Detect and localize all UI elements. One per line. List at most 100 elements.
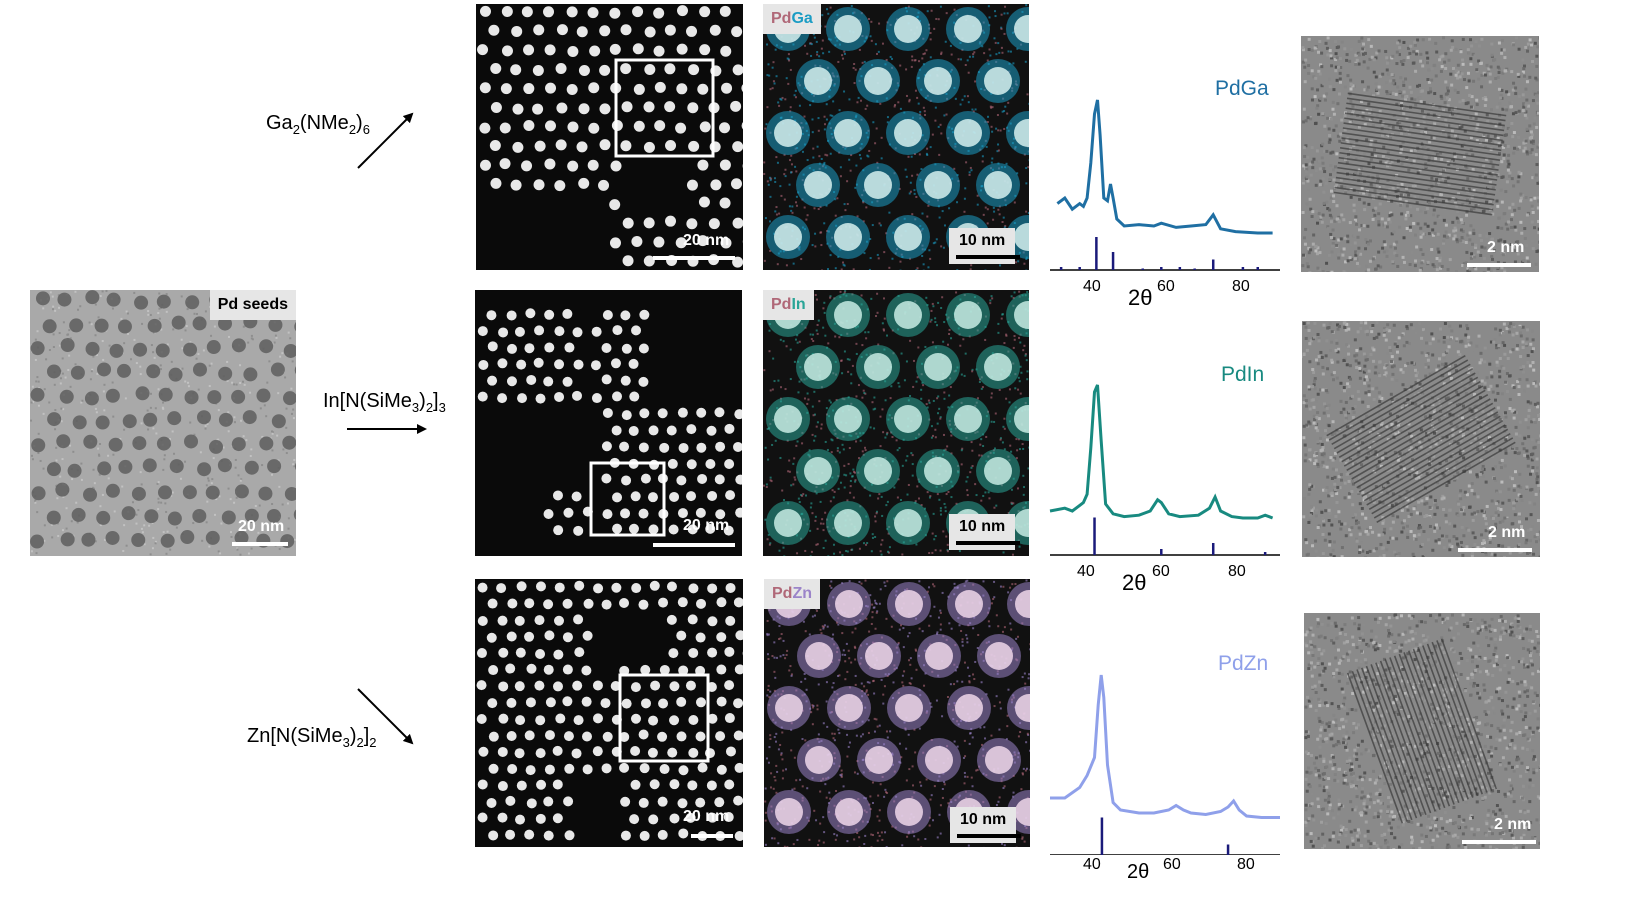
nanoparticle — [630, 746, 641, 757]
pd-seed-particle — [158, 387, 173, 402]
nanoparticle — [678, 665, 689, 676]
nanoparticle — [697, 83, 709, 95]
nanoparticle — [629, 391, 640, 402]
xrd-tick-60-pdzn: 60 — [1163, 856, 1181, 873]
nanoparticle — [733, 698, 743, 709]
xrd-tick-40-pdga: 40 — [1083, 278, 1101, 295]
pd-seed-particle — [192, 362, 207, 377]
nanoparticle — [733, 597, 743, 608]
nanoparticle — [659, 764, 670, 775]
nanoparticle — [587, 7, 599, 19]
pd-seed-particle — [133, 342, 148, 357]
nanoparticle — [574, 580, 585, 591]
nanoparticle — [611, 425, 622, 436]
nanoparticle — [516, 581, 527, 592]
pd-seed-particle — [97, 461, 112, 476]
pd-seed-particle — [160, 533, 175, 548]
pd-seed-particle — [231, 437, 246, 452]
nanoparticle — [734, 664, 743, 675]
nanoparticle — [511, 25, 523, 37]
nanoparticle — [554, 582, 565, 593]
haadf-scale-label-pdin: 20 nm — [683, 517, 730, 534]
nanoparticle — [664, 24, 676, 36]
nanoparticle — [659, 664, 670, 675]
pd-seed-particle — [231, 389, 246, 404]
pd-seed-particle — [121, 506, 136, 521]
nanoparticle — [686, 491, 697, 502]
nanoparticle — [657, 829, 668, 840]
hrtem-scale-label-pdga: 2 nm — [1487, 239, 1525, 256]
nanoparticle — [572, 680, 583, 691]
nanoparticle — [709, 141, 721, 153]
ga-precursor-label: Ga2(NMe2)6 — [266, 112, 370, 137]
nanoparticle — [552, 681, 563, 692]
nanoparticle — [554, 359, 565, 370]
nanoparticle — [725, 490, 736, 501]
xrd-tick-80-pdzn: 80 — [1237, 856, 1255, 873]
xrd-plot-pdzn — [1050, 674, 1280, 855]
nanoparticle — [732, 141, 743, 153]
nanoparticle — [544, 44, 556, 56]
nanoparticle — [719, 122, 731, 134]
pd-seed-particle — [84, 391, 99, 406]
nanoparticle — [741, 121, 743, 130]
nanoparticle — [516, 359, 527, 370]
nanoparticle — [552, 813, 563, 824]
nanoparticle — [591, 393, 602, 404]
nanoparticle — [517, 393, 528, 404]
hrtem-scale-bar-pdin — [1458, 548, 1532, 552]
nanoparticle — [525, 765, 536, 776]
pd-seed-particle — [184, 434, 199, 449]
nanoparticle — [535, 393, 546, 404]
pd-seed-particle — [83, 434, 98, 449]
nanoparticle — [535, 813, 546, 824]
nanoparticle — [639, 830, 650, 841]
nanoparticle — [602, 509, 613, 520]
nanoparticle — [516, 780, 527, 791]
nanoparticle — [609, 43, 621, 55]
nanoparticle — [640, 698, 651, 709]
seed-scale-bar — [232, 542, 288, 546]
nanoparticle — [621, 698, 632, 709]
nanoparticle — [733, 441, 742, 452]
nanoparticle — [731, 26, 743, 38]
nanoparticle — [619, 762, 630, 773]
xrd-tick-40-pdzn: 40 — [1083, 856, 1101, 873]
pd-seed-particle — [31, 438, 46, 453]
hrtem-image-pdzn: 2 nm — [1304, 613, 1540, 849]
pd-seed-particle — [243, 367, 258, 382]
hrtem-image-pdin: 2 nm — [1302, 321, 1540, 557]
nanoparticle — [719, 197, 731, 209]
nanoparticle — [487, 698, 498, 709]
nanoparticle — [724, 458, 735, 469]
nanoparticle — [501, 5, 513, 17]
pd-seed-particle — [157, 485, 172, 500]
nanoparticle — [724, 779, 735, 790]
nanoparticle — [609, 199, 621, 211]
nanoparticle — [668, 524, 679, 535]
nanoparticle — [653, 236, 665, 248]
nanoparticle — [707, 490, 718, 501]
nanoparticle — [695, 797, 706, 808]
pd-seed-particle — [197, 462, 212, 477]
nanoparticle — [487, 598, 498, 609]
nanoparticle — [567, 121, 579, 133]
nanoparticle — [714, 797, 725, 808]
nanoparticle — [554, 180, 566, 192]
nanoparticle — [715, 731, 726, 742]
nanoparticle — [676, 83, 688, 95]
nanoparticle — [734, 831, 743, 842]
nanoparticle — [735, 630, 743, 641]
nanoparticle — [534, 140, 546, 152]
eds-tag-pdga: PdGa — [763, 4, 821, 34]
nanoparticle — [708, 218, 720, 230]
nanoparticle — [588, 82, 600, 94]
lattice-fringes — [1333, 92, 1507, 216]
pd-seed-particle — [207, 390, 222, 405]
pd-seed-particle — [55, 482, 70, 497]
xrd-pattern-line — [1056, 99, 1273, 235]
nanoparticle — [600, 698, 611, 709]
pd-seed-particle — [56, 434, 71, 449]
nanoparticle — [562, 376, 573, 387]
nanoparticle — [697, 235, 709, 247]
